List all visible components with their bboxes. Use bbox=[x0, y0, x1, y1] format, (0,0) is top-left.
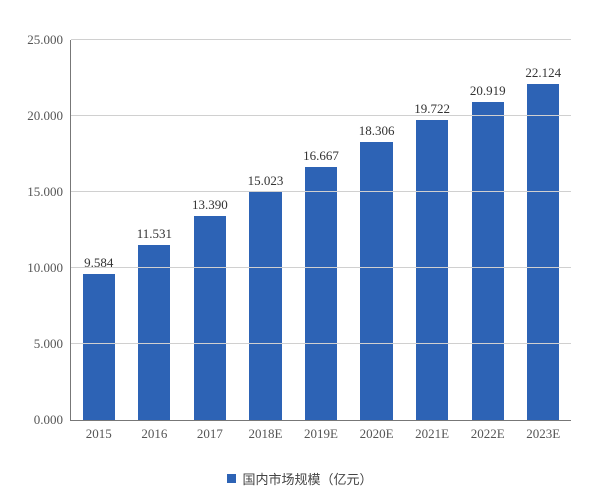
plot-area: 9.584201511.531201613.390201715.0232018E… bbox=[70, 40, 571, 421]
bar bbox=[416, 120, 448, 420]
bar-value-label: 11.531 bbox=[137, 226, 172, 242]
y-axis-label: 0.000 bbox=[34, 412, 63, 428]
gridline bbox=[71, 115, 571, 116]
x-axis-label: 2020E bbox=[360, 426, 394, 442]
bar-slot: 9.5842015 bbox=[71, 40, 127, 420]
x-axis-label: 2016 bbox=[141, 426, 167, 442]
bar-slot: 15.0232018E bbox=[238, 40, 294, 420]
x-axis-label: 2015 bbox=[86, 426, 112, 442]
y-axis-label: 15.000 bbox=[27, 184, 63, 200]
bars-container: 9.584201511.531201613.390201715.0232018E… bbox=[71, 40, 571, 420]
bar bbox=[194, 216, 226, 420]
gridline bbox=[71, 267, 571, 268]
bar-slot: 20.9192022E bbox=[460, 40, 516, 420]
bar-value-label: 13.390 bbox=[192, 197, 228, 213]
bar-slot: 22.1242023E bbox=[516, 40, 572, 420]
x-axis-label: 2018E bbox=[248, 426, 282, 442]
bar bbox=[360, 142, 392, 420]
bar-value-label: 22.124 bbox=[525, 65, 561, 81]
bar bbox=[305, 167, 337, 420]
legend-swatch bbox=[227, 474, 236, 483]
gridline bbox=[71, 191, 571, 192]
bar bbox=[83, 274, 115, 420]
bar-slot: 16.6672019E bbox=[293, 40, 349, 420]
y-axis-label: 25.000 bbox=[27, 32, 63, 48]
x-axis-label: 2019E bbox=[304, 426, 338, 442]
legend: 国内市场规模（亿元） bbox=[0, 469, 600, 488]
bar-value-label: 15.023 bbox=[248, 173, 284, 189]
y-axis-label: 20.000 bbox=[27, 108, 63, 124]
bar bbox=[249, 192, 281, 420]
bar-value-label: 16.667 bbox=[303, 148, 339, 164]
bar bbox=[138, 245, 170, 420]
bar bbox=[527, 84, 559, 420]
bar-value-label: 18.306 bbox=[359, 123, 395, 139]
gridline bbox=[71, 343, 571, 344]
bar-slot: 13.3902017 bbox=[182, 40, 238, 420]
gridline bbox=[71, 39, 571, 40]
bar-slot: 18.3062020E bbox=[349, 40, 405, 420]
x-axis-label: 2017 bbox=[197, 426, 223, 442]
bar-value-label: 9.584 bbox=[84, 255, 113, 271]
x-axis-label: 2022E bbox=[471, 426, 505, 442]
bar-chart: 9.584201511.531201613.390201715.0232018E… bbox=[0, 0, 600, 500]
x-axis-label: 2023E bbox=[526, 426, 560, 442]
y-axis-label: 10.000 bbox=[27, 260, 63, 276]
bar-slot: 11.5312016 bbox=[127, 40, 183, 420]
bar-slot: 19.7222021E bbox=[404, 40, 460, 420]
bar bbox=[472, 102, 504, 420]
y-axis-label: 5.000 bbox=[34, 336, 63, 352]
x-axis-label: 2021E bbox=[415, 426, 449, 442]
legend-text: 国内市场规模（亿元） bbox=[242, 472, 372, 487]
bar-value-label: 20.919 bbox=[470, 83, 506, 99]
